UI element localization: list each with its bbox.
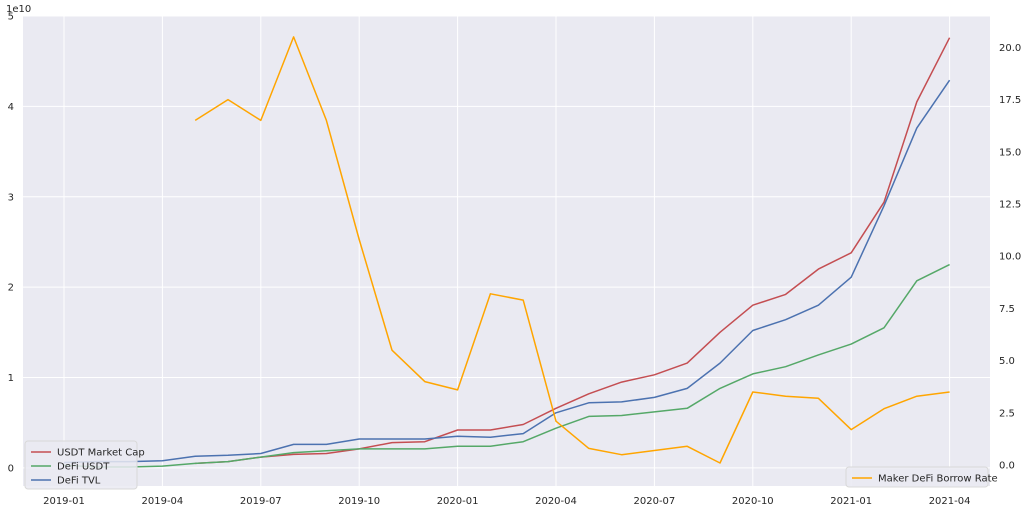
left-axis-ticks: 0 1 2 3 4 5 — [8, 12, 14, 475]
series-layer — [63, 36, 951, 468]
right-tick-label: 0.0 — [999, 461, 1015, 472]
legend-label: USDT Market Cap — [57, 448, 145, 459]
left-tick-label: 2 — [8, 283, 14, 294]
x-tick-label: 2020-07 — [634, 496, 676, 507]
left-tick-label: 4 — [8, 102, 14, 113]
left-tick-label: 0 — [8, 463, 14, 474]
x-tick-label: 2020-10 — [732, 496, 774, 507]
right-tick-label: 10.0 — [999, 252, 1021, 263]
x-tick-label: 2021-01 — [830, 496, 872, 507]
legend-box — [24, 440, 138, 490]
x-tick-label: 2019-04 — [142, 496, 184, 507]
legend-right: Maker DeFi Borrow Rate — [845, 466, 998, 488]
x-axis-ticks: 2019-01 2019-04 2019-07 2019-10 2020-01 2020-… — [43, 496, 970, 507]
legend-label: Maker DeFi Borrow Rate — [878, 474, 998, 485]
series-line — [63, 79, 951, 464]
x-tick-label: 2020-01 — [437, 496, 479, 507]
series-line — [194, 36, 950, 464]
right-tick-label: 15.0 — [999, 147, 1021, 158]
plot-area — [23, 16, 990, 486]
legend-left: USDT Market Cap DeFi USDT DeFi TVL — [24, 440, 145, 490]
x-tick-label: 2020-04 — [535, 496, 577, 507]
left-tick-label: 1 — [8, 373, 14, 384]
left-tick-label: 5 — [8, 12, 14, 23]
right-tick-label: 2.5 — [999, 408, 1015, 419]
right-tick-label: 5.0 — [999, 356, 1015, 367]
x-tick-label: 2019-07 — [240, 496, 282, 507]
x-tick-label: 2019-01 — [43, 496, 85, 507]
series-line — [195, 37, 951, 465]
series-line — [63, 263, 950, 468]
x-tick-label: 2021-04 — [929, 496, 971, 507]
right-axis-ticks: 0.0 2.5 5.0 7.5 10.0 12.5 15.0 17.5 20.0 — [999, 43, 1021, 472]
right-tick-label: 17.5 — [999, 95, 1021, 106]
x-tick-label: 2019-10 — [338, 496, 380, 507]
right-tick-label: 7.5 — [999, 304, 1015, 315]
legend-label: DeFi USDT — [57, 462, 110, 473]
legend-box — [845, 466, 989, 488]
grid-lines — [23, 15, 990, 486]
right-tick-label: 20.0 — [999, 43, 1021, 54]
right-tick-label: 12.5 — [999, 200, 1021, 211]
legend-label: DeFi TVL — [57, 476, 101, 487]
left-tick-label: 3 — [8, 192, 14, 203]
left-axis-scale-label: 1e10 — [6, 4, 31, 15]
